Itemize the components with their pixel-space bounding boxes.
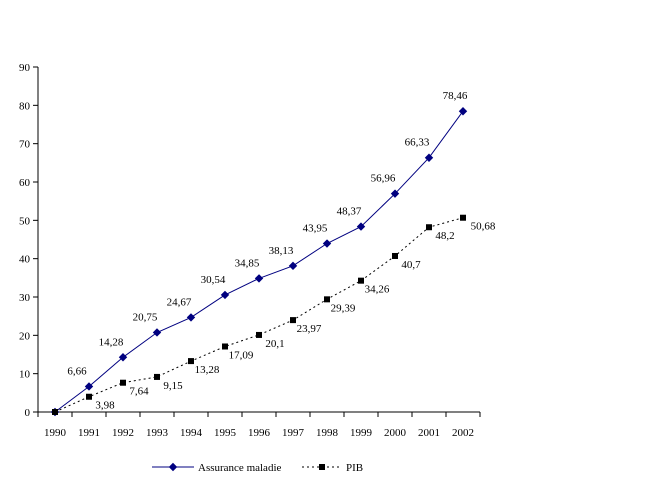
- legend-marker-pib: [319, 464, 325, 470]
- y-tick-label: 90: [19, 62, 31, 74]
- point-pib: [154, 373, 160, 380]
- data-label-assurance-maladie: 66,33: [405, 137, 430, 149]
- point-assurance-maladie: [220, 290, 230, 300]
- data-label-assurance-maladie: 43,95: [303, 223, 328, 235]
- data-label-pib: 48,2: [435, 230, 454, 242]
- y-tick-label: 10: [19, 369, 31, 381]
- x-tick-label: 1993: [146, 427, 169, 439]
- legend: Assurance maladie PIB: [152, 462, 363, 474]
- legend-label-pib: PIB: [346, 462, 363, 474]
- point-assurance-maladie: [118, 353, 128, 362]
- point-assurance-maladie: [254, 274, 264, 283]
- point-pib: [188, 358, 194, 365]
- data-label-assurance-maladie: 34,85: [235, 257, 260, 269]
- x-tick-label: 2001: [418, 427, 440, 439]
- point-pib: [256, 331, 262, 338]
- legend-marker-assurance-maladie: [168, 462, 178, 472]
- y-tick-label: 70: [19, 139, 31, 151]
- y-tick-label: 0: [25, 407, 31, 419]
- data-label-assurance-maladie: 24,67: [167, 296, 192, 308]
- point-assurance-maladie: [84, 382, 94, 391]
- x-tick-label: 1994: [180, 427, 203, 439]
- data-label-pib: 50,68: [471, 221, 496, 233]
- point-assurance-maladie: [288, 261, 298, 271]
- y-tick-label: 40: [19, 254, 31, 266]
- series-line-pib: [54, 217, 464, 413]
- x-tick-label: 1996: [248, 427, 271, 439]
- x-tick-label: 1997: [282, 427, 305, 439]
- data-label-assurance-maladie: 78,46: [443, 90, 468, 102]
- point-pib: [358, 277, 364, 284]
- y-axis: 0 10 20 30 40 50 60 70 80 90: [19, 62, 39, 419]
- point-pib: [52, 409, 58, 415]
- y-tick-label: 80: [19, 100, 31, 112]
- data-label-pib: 17,09: [229, 349, 254, 361]
- series-layer: [50, 107, 468, 417]
- x-tick-label: 1995: [214, 427, 237, 439]
- point-pib: [222, 343, 228, 350]
- point-pib: [460, 214, 466, 221]
- x-tick-label: 2002: [452, 427, 474, 439]
- data-label-pib: 34,26: [365, 284, 390, 296]
- x-axis: 1990 1991 1992 1993 1994 1995 1996 1997 1998 1999…: [37, 411, 481, 439]
- x-tick-label: 1991: [78, 427, 100, 439]
- y-tick-label: 60: [19, 177, 31, 189]
- data-label-pib: 13,28: [195, 364, 220, 376]
- data-label-assurance-maladie: 38,13: [269, 245, 294, 257]
- point-pib: [392, 252, 398, 259]
- data-label-assurance-maladie: 56,96: [371, 173, 396, 185]
- point-assurance-maladie: [356, 222, 366, 231]
- data-label-pib: 23,97: [297, 323, 322, 335]
- point-assurance-maladie: [322, 239, 332, 248]
- x-tick-label: 1999: [350, 427, 373, 439]
- point-pib: [290, 317, 296, 324]
- x-tick-label: 2000: [384, 427, 407, 439]
- x-tick-label: 1992: [112, 427, 134, 439]
- data-label-pib: 9,15: [163, 380, 183, 392]
- x-tick-label: 1998: [316, 427, 339, 439]
- data-label-assurance-maladie: 6,66: [67, 365, 87, 377]
- point-assurance-maladie: [186, 313, 196, 322]
- y-tick-label: 20: [19, 330, 31, 342]
- y-tick-label: 50: [19, 215, 31, 227]
- point-pib: [426, 224, 432, 231]
- point-assurance-maladie: [152, 328, 162, 337]
- legend-label-assurance-maladie: Assurance maladie: [198, 462, 281, 474]
- point-assurance-maladie: [458, 107, 468, 116]
- data-label-pib: 29,39: [331, 302, 356, 314]
- data-label-assurance-maladie: 20,75: [133, 311, 158, 323]
- x-tick-label: 1990: [44, 427, 67, 439]
- data-label-pib: 20,1: [265, 338, 284, 350]
- point-assurance-maladie: [424, 153, 434, 162]
- point-pib: [120, 379, 126, 386]
- data-label-assurance-maladie: 30,54: [201, 274, 226, 286]
- point-assurance-maladie: [390, 189, 400, 198]
- point-pib: [86, 393, 92, 400]
- data-label-pib: 7,64: [129, 386, 149, 398]
- point-pib: [324, 296, 330, 303]
- data-label-assurance-maladie: 14,28: [99, 336, 124, 348]
- y-tick-label: 30: [19, 292, 31, 304]
- data-labels: 6,66 14,28 20,75 24,67 30,54 34,85 38,13 43,95 4…: [67, 90, 496, 412]
- data-label-pib: 3,98: [95, 400, 115, 412]
- data-label-assurance-maladie: 48,37: [337, 206, 362, 218]
- data-label-pib: 40,7: [401, 259, 421, 271]
